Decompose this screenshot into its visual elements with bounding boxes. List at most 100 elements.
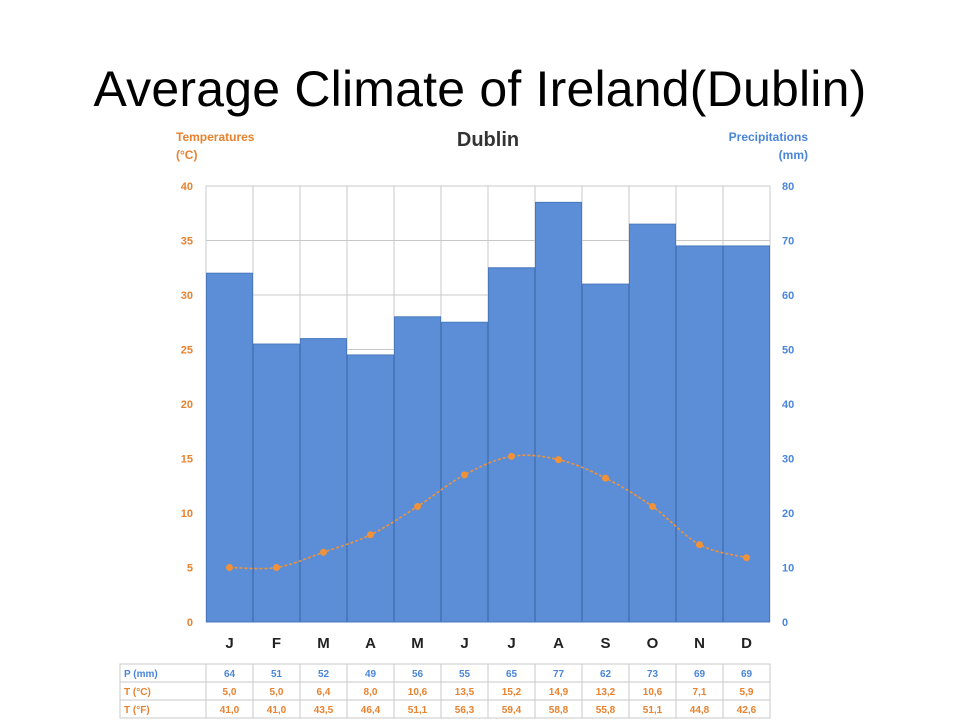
left-axis-label-line1: Temperatures (176, 130, 255, 144)
temperature-point (602, 474, 609, 482)
precipitation-bar (347, 354, 394, 623)
table-cell-value: 56,3 (455, 705, 475, 716)
table-cell-value: 44,8 (690, 705, 710, 716)
table-cell-value: 52 (318, 669, 330, 680)
month-label: M (317, 635, 330, 652)
month-label: J (507, 635, 515, 652)
left-tick-label: 35 (181, 236, 193, 248)
left-tick-label: 20 (181, 399, 193, 411)
month-label: F (272, 635, 281, 652)
temperature-point (696, 541, 703, 549)
table-cell-value: 55,8 (596, 705, 616, 716)
temperature-point (414, 502, 421, 510)
right-axis-label-line2: (mm) (779, 148, 808, 162)
table-cell-value: 7,1 (693, 687, 707, 698)
table-cell-value: 41,0 (220, 705, 240, 716)
left-axis-label-line2: (°C) (176, 148, 197, 162)
month-label: J (225, 635, 233, 652)
precipitation-bar (488, 267, 535, 623)
temperature-point (226, 564, 233, 571)
table-cell-value: 5,0 (270, 687, 284, 698)
temperature-point (461, 471, 468, 479)
slide-title: Average Climate of Ireland(Dublin) (93, 61, 867, 117)
left-tick-label: 0 (187, 617, 193, 629)
table-cell-value: 59,4 (502, 705, 522, 716)
table-cell-value: 62 (600, 669, 612, 680)
table-cell (722, 699, 771, 719)
table-row-label: T (°F) (124, 705, 150, 716)
table-cell-value: 69 (741, 669, 753, 680)
table-cell-value: 42,6 (737, 705, 757, 716)
table-cell-value: 41,0 (267, 705, 287, 716)
right-tick-label: 70 (782, 236, 794, 248)
table-cell-value: 56 (412, 669, 424, 680)
temperature-point (649, 502, 656, 510)
month-label: A (553, 635, 564, 652)
precipitation-bar (300, 338, 347, 623)
table-cell-value: 49 (365, 669, 377, 680)
left-tick-label: 5 (187, 563, 193, 575)
table-cell-value: 13,5 (455, 687, 475, 698)
table-cell-value: 10,6 (408, 687, 428, 698)
table-cell-value: 51,1 (408, 705, 428, 716)
data-table: P (mm) 64 51 52 49 56 55 65 77 62 73 69 69 T (°C) 5,0 5… (119, 663, 771, 719)
month-label: A (365, 635, 376, 652)
table-cell-value: 14,9 (549, 687, 569, 698)
right-tick-label: 20 (782, 508, 794, 520)
temperature-point (555, 456, 562, 464)
precipitation-bar (206, 272, 253, 623)
table-cell-value: 13,2 (596, 687, 616, 698)
month-label: S (600, 635, 610, 652)
table-cell-value: 51,1 (643, 705, 663, 716)
right-tick-label: 40 (782, 399, 794, 411)
table-cell-value: 73 (647, 669, 659, 680)
right-axis-label-line1: Precipitations (729, 130, 809, 144)
precipitation-bar (629, 223, 676, 623)
table-cell-value: 77 (553, 669, 565, 680)
month-label: M (411, 635, 424, 652)
precipitation-bar (394, 316, 441, 623)
temperature-point (273, 564, 280, 571)
chart-title: Dublin (457, 129, 519, 151)
right-tick-label: 30 (782, 454, 794, 466)
table-cell-value: 43,5 (314, 705, 334, 716)
table-row-label: T (°C) (124, 687, 151, 698)
right-tick-label: 0 (782, 617, 788, 629)
right-tick-label: 80 (782, 181, 794, 193)
table-cell-value: 64 (224, 669, 236, 680)
left-tick-label: 10 (181, 508, 193, 520)
table-row-label: P (mm) (124, 669, 158, 680)
right-tick-label: 60 (782, 290, 794, 302)
temperature-point (743, 554, 750, 562)
axes: Dublin Temperatures (°C) Precipitations (mm)… (176, 129, 808, 652)
table-cell-value: 46,4 (361, 705, 381, 716)
table-cell-value: 15,2 (502, 687, 522, 698)
table-cell-value: 65 (506, 669, 518, 680)
month-label: O (647, 635, 659, 652)
right-tick-label: 50 (782, 345, 794, 357)
precipitation-bar (535, 201, 582, 623)
table-cell-value: 5,9 (740, 687, 754, 698)
left-tick-label: 15 (181, 454, 193, 466)
table-cell-value: 51 (271, 669, 283, 680)
table-cell-value: 55 (459, 669, 471, 680)
precipitation-bar (253, 343, 300, 623)
temperature-line (226, 452, 750, 571)
left-tick-label: 30 (181, 290, 193, 302)
temperature-point (367, 531, 374, 539)
precipitation-bar (676, 245, 723, 623)
table-cell-value: 10,6 (643, 687, 663, 698)
temperature-point (320, 548, 327, 556)
left-tick-label: 25 (181, 345, 193, 357)
table-cell-value: 69 (694, 669, 706, 680)
table-cell-value: 58,8 (549, 705, 569, 716)
temperature-point (508, 452, 515, 460)
left-tick-label: 40 (181, 181, 193, 193)
table-cell-value: 6,4 (317, 687, 331, 698)
month-label: N (694, 635, 705, 652)
precipitation-bar (582, 283, 629, 623)
month-label: J (460, 635, 468, 652)
right-tick-label: 10 (782, 563, 794, 575)
table-cell-value: 8,0 (364, 687, 378, 698)
